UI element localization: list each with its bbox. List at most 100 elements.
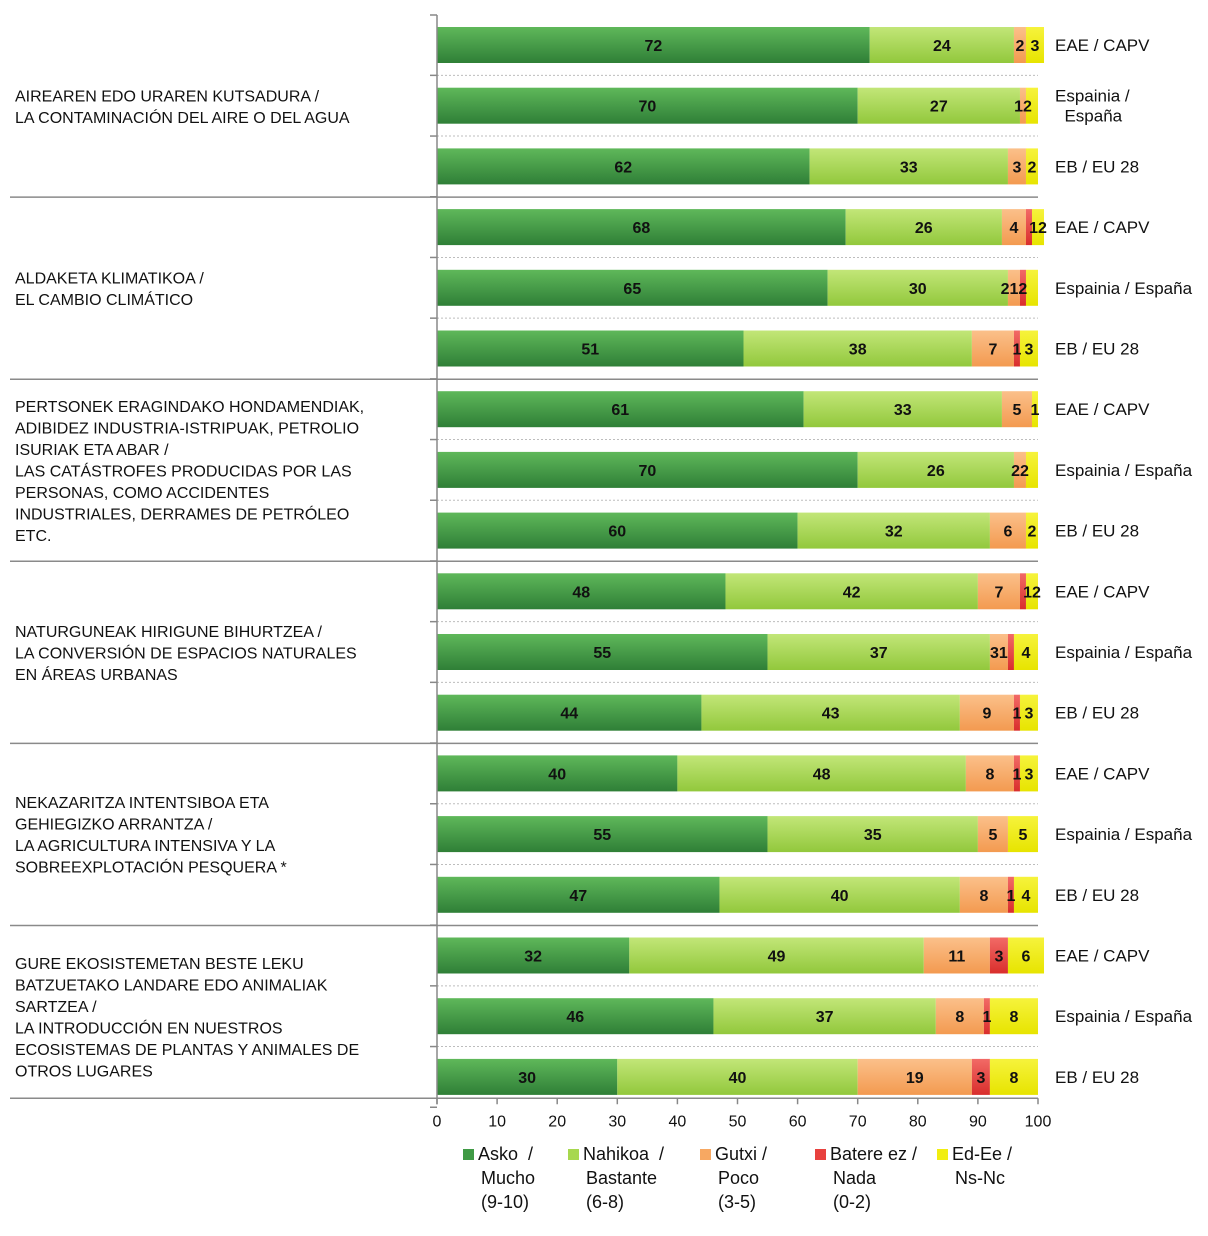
- data-label: 8: [1010, 1070, 1019, 1087]
- data-label: 62: [614, 159, 632, 176]
- category-label-line: LA CONTAMINACIÓN DEL AIRE O DEL AGUA: [15, 108, 350, 127]
- category-label-line: ALDAKETA KLIMATIKOA /: [15, 270, 204, 287]
- bar-segment: [1013, 27, 1026, 63]
- category-label: ALDAKETA KLIMATIKOA / EL CAMBIO CLIMÁTICO: [15, 270, 204, 309]
- data-label: 3: [1031, 38, 1040, 55]
- data-label: 3: [1025, 706, 1034, 723]
- bar-segment: [437, 694, 702, 731]
- region-label: EAE / CAPV: [1055, 582, 1150, 601]
- data-label: 32: [885, 524, 903, 541]
- bar-segment: [677, 755, 966, 792]
- bar-segment: [437, 209, 846, 246]
- data-label: 30: [909, 281, 927, 298]
- bar-segment: [869, 27, 1014, 63]
- category-label-line: ETC.: [15, 528, 51, 545]
- x-tick-label: 10: [488, 1113, 506, 1130]
- data-label: 30: [518, 1070, 536, 1087]
- bar-segment: [725, 573, 978, 610]
- data-label: 55: [593, 645, 611, 662]
- bar-segment: [857, 1058, 972, 1095]
- legend-label-line: Ns-Nc: [955, 1168, 1005, 1188]
- legend-label-line: (3-5): [718, 1192, 756, 1212]
- bar-segment: [923, 937, 990, 974]
- region-label-line: Espainia / España: [1055, 1007, 1193, 1026]
- data-label: 8: [985, 766, 994, 783]
- data-label: 65: [623, 281, 641, 298]
- region-label-line: EB / EU 28: [1055, 522, 1139, 541]
- bar-segment: [1001, 391, 1032, 428]
- region-label: Espainia / España: [1055, 643, 1193, 662]
- data-label: 26: [915, 220, 933, 237]
- category-label-line: ADIBIDEZ INDUSTRIA-ISTRIPUAK, PETROLIO: [15, 420, 359, 437]
- data-label: 12: [1023, 584, 1041, 601]
- x-tick-label: 70: [849, 1113, 867, 1130]
- category-label-line: LA INTRODUCCIÓN EN NUESTROS: [15, 1018, 283, 1037]
- data-label: 37: [870, 645, 888, 662]
- bar-segment: [1013, 755, 1020, 792]
- bar-segment: [701, 694, 960, 731]
- data-label: 72: [644, 38, 662, 55]
- data-label: 70: [638, 463, 656, 480]
- category-label-line: GEHIEGIZKO ARRANTZA /: [15, 817, 213, 834]
- data-label: 9: [982, 706, 991, 723]
- bar-segment: [1019, 330, 1038, 367]
- bar-segment: [1013, 876, 1038, 913]
- bar-segment: [719, 876, 960, 913]
- region-label-line: EB / EU 28: [1055, 886, 1139, 905]
- data-label: 61: [611, 402, 629, 419]
- data-label: 8: [979, 888, 988, 905]
- data-label: 3: [1025, 342, 1034, 359]
- data-label: 3: [1013, 159, 1022, 176]
- legend-label: Ed-Ee / Ns-Nc: [952, 1144, 1012, 1188]
- bar-segment: [1025, 269, 1038, 306]
- data-label: 31: [990, 645, 1008, 662]
- region-label-line: EAE / CAPV: [1055, 36, 1150, 55]
- data-label: 33: [894, 402, 912, 419]
- legend-label-line: Asko /: [478, 1144, 533, 1164]
- bar-segment: [437, 451, 858, 488]
- data-label: 26: [927, 463, 945, 480]
- data-label: 11: [948, 949, 965, 966]
- bar-segment: [1013, 330, 1020, 367]
- legend-label: Nahikoa / Bastante (6-8): [583, 1144, 664, 1212]
- data-label: 3: [994, 949, 1003, 966]
- data-label: 35: [864, 827, 882, 844]
- data-label: 44: [560, 706, 578, 723]
- bar-segment: [1013, 451, 1026, 488]
- bar-segment: [977, 816, 1008, 853]
- bar-segment: [989, 1058, 1038, 1095]
- region-label: Espainia / España: [1055, 87, 1130, 126]
- separators: [10, 74, 1038, 1048]
- bar-segment: [437, 330, 744, 367]
- region-label-line: EAE / CAPV: [1055, 582, 1150, 601]
- region-label-line: EB / EU 28: [1055, 340, 1139, 359]
- bar-segment: [437, 998, 714, 1035]
- category-label-line: INDUSTRIALES, DERRAMES DE PETRÓLEO: [15, 504, 349, 523]
- x-tick-label: 90: [969, 1113, 987, 1130]
- category-label-line: SOBREEXPLOTACIÓN PESQUERA *: [15, 858, 287, 877]
- legend-label-line: Poco: [718, 1168, 759, 1188]
- data-label: 1: [982, 1009, 991, 1026]
- category-label: GURE EKOSISTEMETAN BESTE LEKU BATZUETAKO …: [15, 956, 359, 1081]
- bar-segment: [1025, 451, 1038, 488]
- category-label-line: OTROS LUGARES: [15, 1063, 153, 1080]
- category-label-line: NATURGUNEAK HIRIGUNE BIHURTZEA /: [15, 624, 323, 641]
- data-label: 42: [843, 584, 861, 601]
- region-label: EAE / CAPV: [1055, 218, 1150, 237]
- bar-segment: [1013, 634, 1038, 670]
- category-label-line: LA CONVERSIÓN DE ESPACIOS NATURALES: [15, 643, 357, 662]
- bar-segment: [977, 573, 1020, 610]
- x-tick-label: 30: [608, 1113, 626, 1130]
- bar-segment: [1019, 269, 1026, 306]
- bar-segment: [935, 998, 984, 1035]
- legend-swatch: [937, 1149, 948, 1160]
- region-label: Espainia / España: [1055, 461, 1193, 480]
- region-label: EB / EU 28: [1055, 1068, 1139, 1087]
- legend-swatch: [700, 1149, 711, 1160]
- legend-label-line: (0-2): [833, 1192, 871, 1212]
- data-label: 48: [572, 584, 590, 601]
- region-labels: EAE / CAPV Espainia / España EB / EU 28 EAE…: [1055, 36, 1193, 1087]
- bar-segment: [713, 998, 936, 1035]
- x-tick-label: 40: [669, 1113, 687, 1130]
- bar-segment: [1001, 209, 1026, 246]
